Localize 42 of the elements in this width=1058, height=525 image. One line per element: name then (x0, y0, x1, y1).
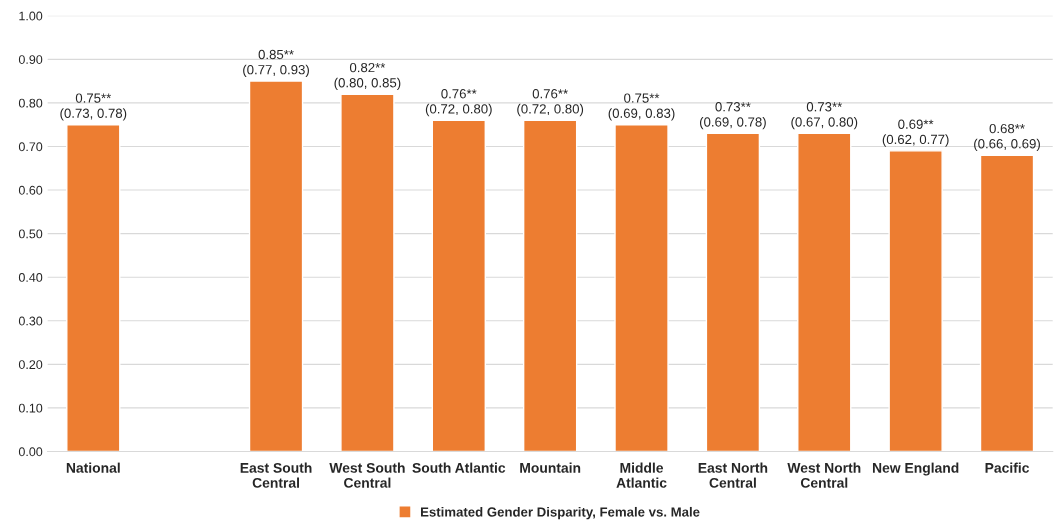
bar (522, 119, 578, 452)
y-tick-label: 0.60 (18, 185, 43, 195)
y-tick-label: 0.90 (18, 55, 43, 64)
y-tick-label: 0.30 (18, 316, 43, 326)
y-tick-label: 0.70 (18, 142, 43, 152)
y-tick-label: 1.00 (19, 11, 43, 21)
x-tick-label: West South Central (329, 462, 405, 488)
x-tick-label: National (66, 462, 120, 473)
legend-label: Estimated Gender Disparity, Female vs. Male (421, 506, 700, 520)
data-label: 0.68** (0.66, 0.69) (974, 123, 1040, 152)
data-label: 0.82** (0.80, 0.85) (334, 62, 401, 91)
bar (66, 123, 121, 452)
y-tick-label: 0.50 (18, 229, 43, 239)
bar (340, 93, 395, 452)
y-tick-label: 0.10 (18, 403, 43, 413)
x-tick-label: Middle Atlantic (616, 462, 667, 488)
y-tick-label: 0.40 (18, 273, 43, 282)
data-label: 0.76** (0.72, 0.80) (425, 89, 492, 117)
bar (614, 123, 669, 452)
bar (431, 119, 486, 452)
data-label: 0.75** (0.69, 0.83) (608, 93, 675, 121)
data-label: 0.85** (0.77, 0.93) (243, 49, 309, 77)
bar (248, 80, 304, 452)
y-tick-label: 0.20 (18, 360, 43, 369)
y-tick-label: 0.80 (18, 98, 43, 108)
bar (797, 132, 852, 452)
bar (888, 150, 943, 452)
x-tick-label: New England (872, 462, 959, 476)
x-tick-label: West North Central (787, 462, 861, 488)
data-label: 0.69** (0.62, 0.77) (882, 119, 949, 147)
data-label: 0.73** (0.67, 0.80) (791, 102, 858, 130)
bar (979, 154, 1035, 452)
data-label: 0.73** (0.69, 0.78) (699, 102, 766, 130)
x-tick-label: East North Central (698, 462, 768, 488)
x-tick-label: East South Central (240, 462, 312, 488)
data-label: 0.75** (0.73, 0.78) (60, 93, 127, 121)
x-tick-label: Pacific (985, 462, 1030, 473)
x-tick-label: South Atlantic (412, 462, 506, 473)
bar (705, 132, 761, 452)
y-tick-label: 0.00 (18, 447, 43, 457)
x-tick-label: Mountain (520, 462, 581, 473)
data-label: 0.76** (0.72, 0.80) (517, 89, 584, 117)
